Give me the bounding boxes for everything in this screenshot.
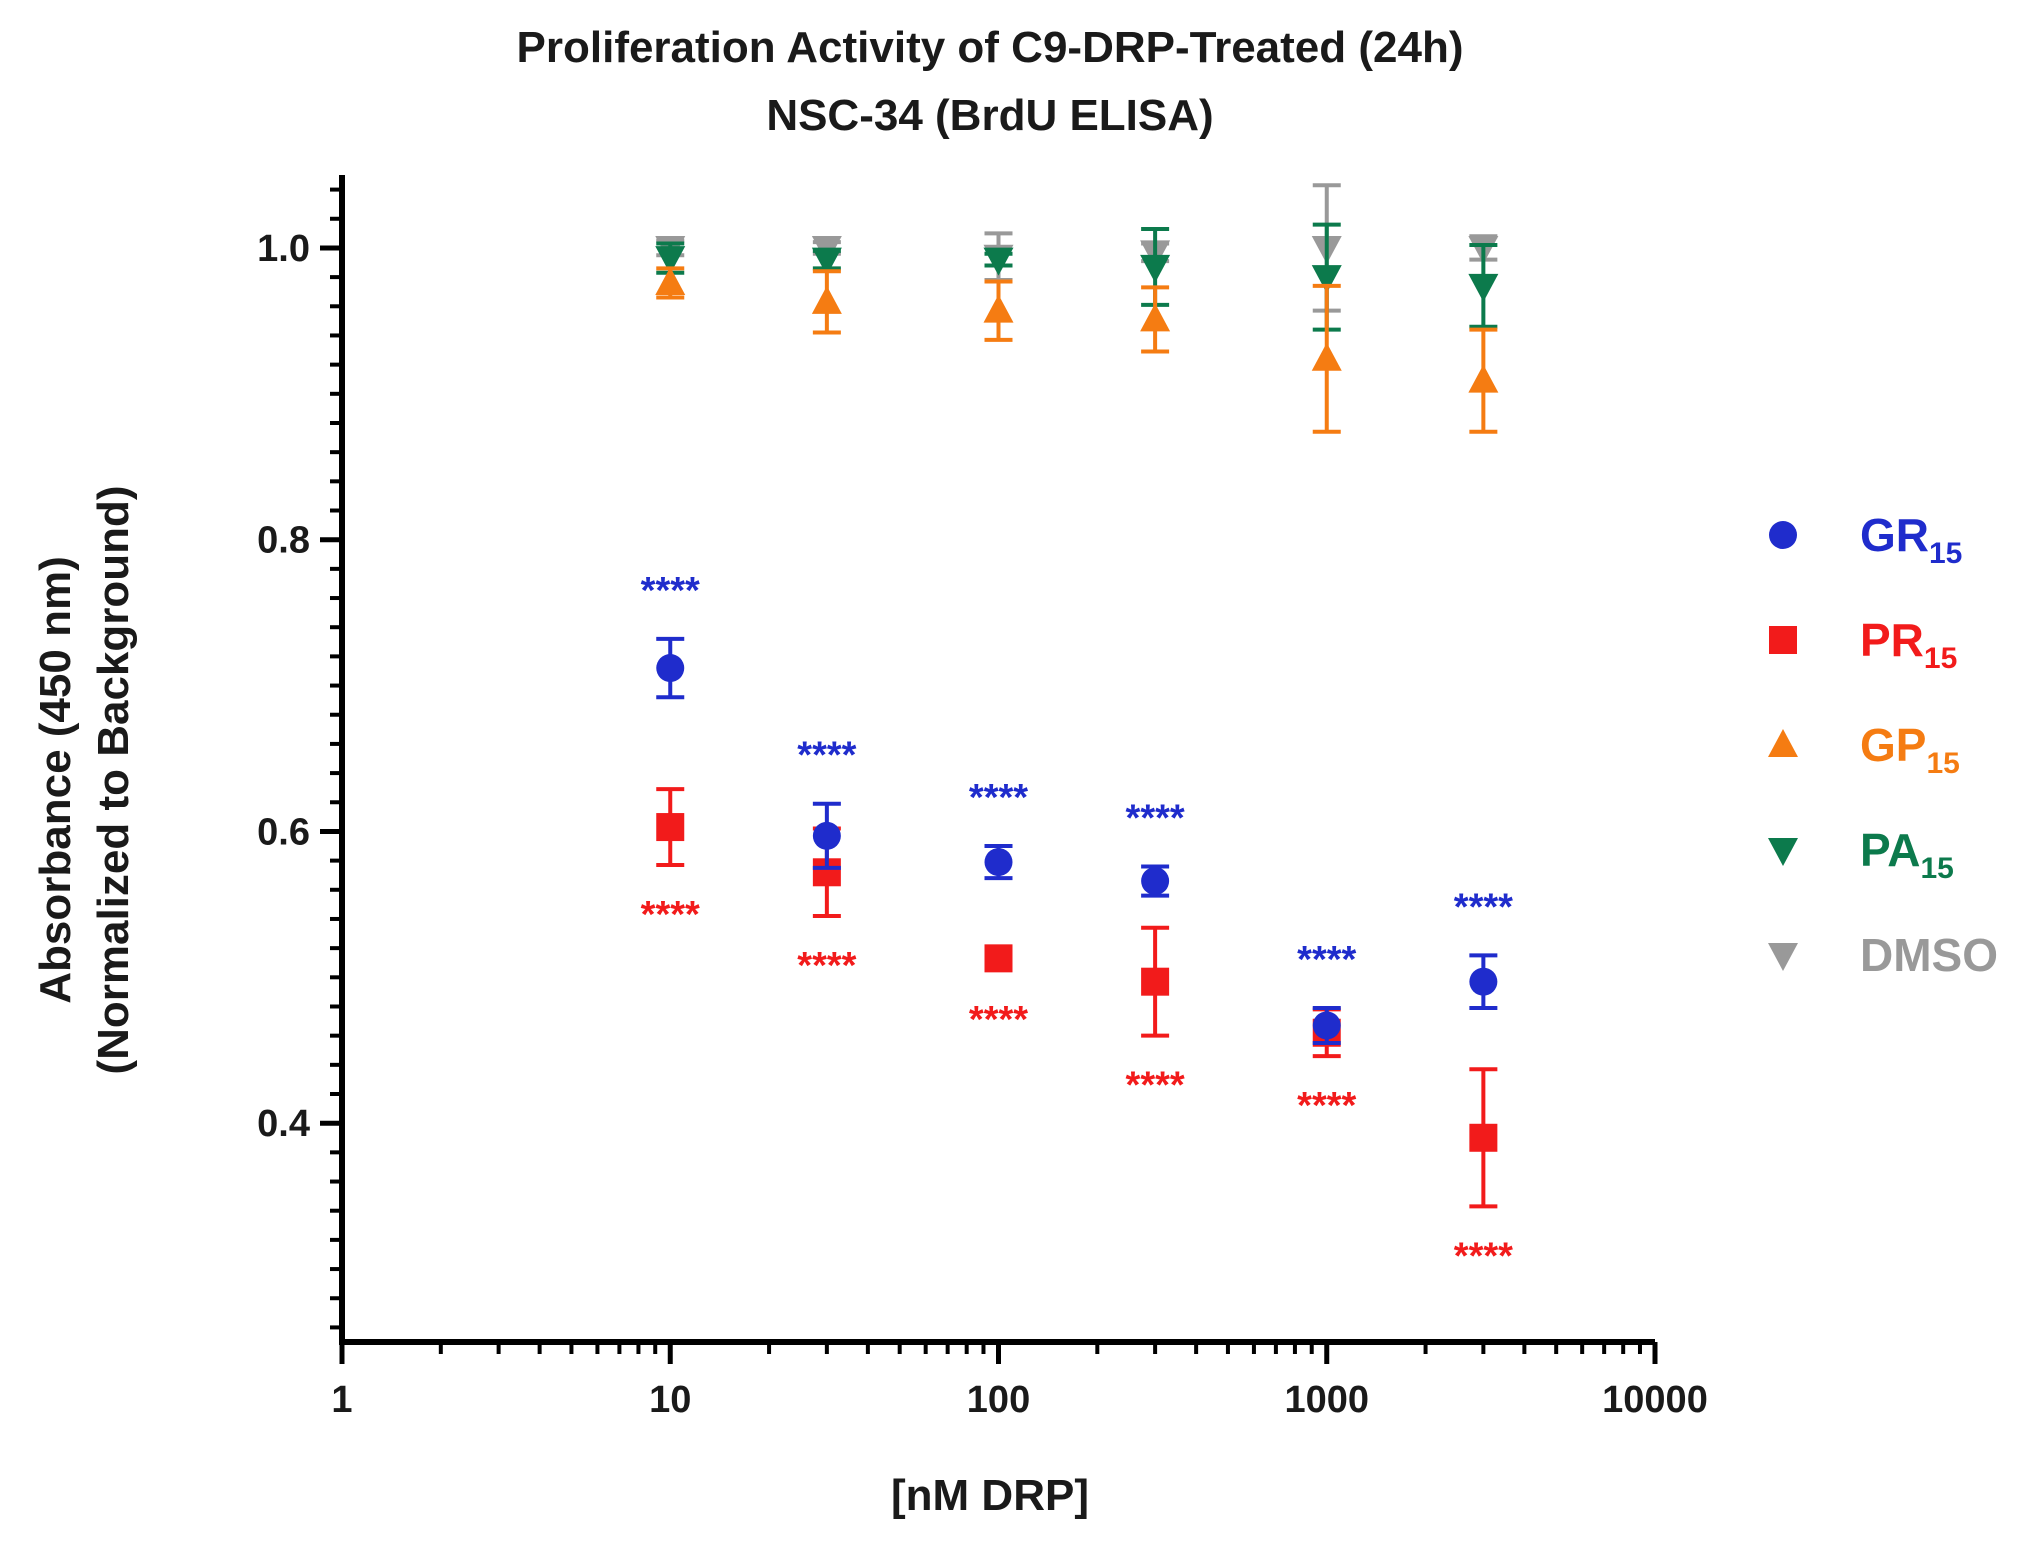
data-point	[1141, 967, 1170, 996]
series-dmso	[655, 183, 1499, 313]
data-point	[1311, 265, 1342, 294]
data-point	[655, 266, 686, 295]
data-point	[1140, 254, 1171, 283]
x-axis-label: [nM DRP]	[891, 1471, 1089, 1520]
chart-subtitle: NSC-34 (BrdU ELISA)	[766, 91, 1213, 140]
data-point	[984, 848, 1013, 877]
legend-marker	[1769, 626, 1797, 654]
data-point	[1468, 364, 1499, 393]
legend-entry: DMSO	[1860, 929, 1998, 981]
x-tick-label: 1000	[1284, 1379, 1369, 1421]
series-gr15	[656, 636, 1498, 1045]
legend-entry: GP15	[1860, 719, 1960, 780]
legend-marker	[1768, 943, 1798, 971]
x-tick-label: 1	[331, 1379, 352, 1421]
data-point	[656, 813, 685, 842]
data-point	[983, 294, 1014, 323]
y-tick-label: 0.8	[257, 520, 310, 562]
data-point	[655, 246, 686, 275]
series-pr15	[656, 787, 1498, 1209]
legend-subscript: 15	[1926, 747, 1959, 780]
data-point	[1140, 303, 1171, 332]
data-point	[1469, 1123, 1498, 1152]
data-point	[984, 944, 1013, 973]
series-gp15	[655, 266, 1499, 434]
legend-marker	[1768, 729, 1798, 757]
data-point	[811, 285, 842, 314]
y-tick-label: 0.6	[257, 811, 310, 853]
y-tick-label: 1.0	[257, 228, 310, 270]
chart-title: Proliferation Activity of C9-DRP-Treated…	[517, 23, 1464, 72]
plot-area: 0.4 0.6 0.8 1.0 1 10 100 1000 10000 **** **** **** *…	[257, 175, 1708, 1421]
x-tick-label: 10000	[1602, 1379, 1708, 1421]
significance-label: ****	[641, 894, 700, 936]
legend-entry: GR15	[1860, 509, 1962, 570]
significance-label: ****	[1454, 886, 1513, 928]
data-point	[1468, 273, 1499, 302]
significance-label: ****	[797, 945, 856, 987]
legend-subscript: 15	[1924, 642, 1957, 675]
legend-marker	[1768, 838, 1798, 866]
significance-label: ****	[1297, 939, 1356, 981]
significance-label: ****	[797, 735, 856, 777]
legend-subscript: 15	[1921, 852, 1954, 885]
significance-label: ****	[969, 777, 1028, 819]
significance-label: ****	[641, 570, 700, 612]
y-axis-title: Absorbance (450 nm) (Normalized to Backg…	[31, 485, 138, 1074]
x-tick-label: 10	[649, 1379, 691, 1421]
legend-entry: PR15	[1860, 614, 1957, 675]
significance-label: ****	[1126, 1065, 1185, 1107]
significance-label: ****	[1454, 1235, 1513, 1277]
x-tick-label: 100	[967, 1379, 1030, 1421]
legend-marker	[1769, 521, 1797, 549]
data-point	[811, 247, 842, 276]
legend-entry: PA15	[1860, 824, 1954, 885]
y-axis-label-line2: (Normalized to Background)	[89, 485, 138, 1074]
y-axis-label-line1: Absorbance (450 nm)	[31, 556, 80, 1003]
significance-label: ****	[969, 999, 1028, 1041]
data-point	[1469, 967, 1498, 996]
data-point	[983, 247, 1014, 276]
legend-subscript: 15	[1929, 537, 1962, 570]
series-pa15	[655, 222, 1499, 332]
legend: GR15 PR15 GP15 PA15 DMSO	[1768, 509, 1998, 981]
data-point	[1141, 867, 1170, 896]
data-point	[812, 821, 841, 850]
data-point	[1311, 342, 1342, 371]
significance-label: ****	[1297, 1085, 1356, 1127]
significance-label: ****	[1126, 797, 1185, 839]
data-point	[656, 654, 685, 683]
data-point	[1312, 1011, 1341, 1040]
y-tick-label: 0.4	[257, 1103, 310, 1145]
